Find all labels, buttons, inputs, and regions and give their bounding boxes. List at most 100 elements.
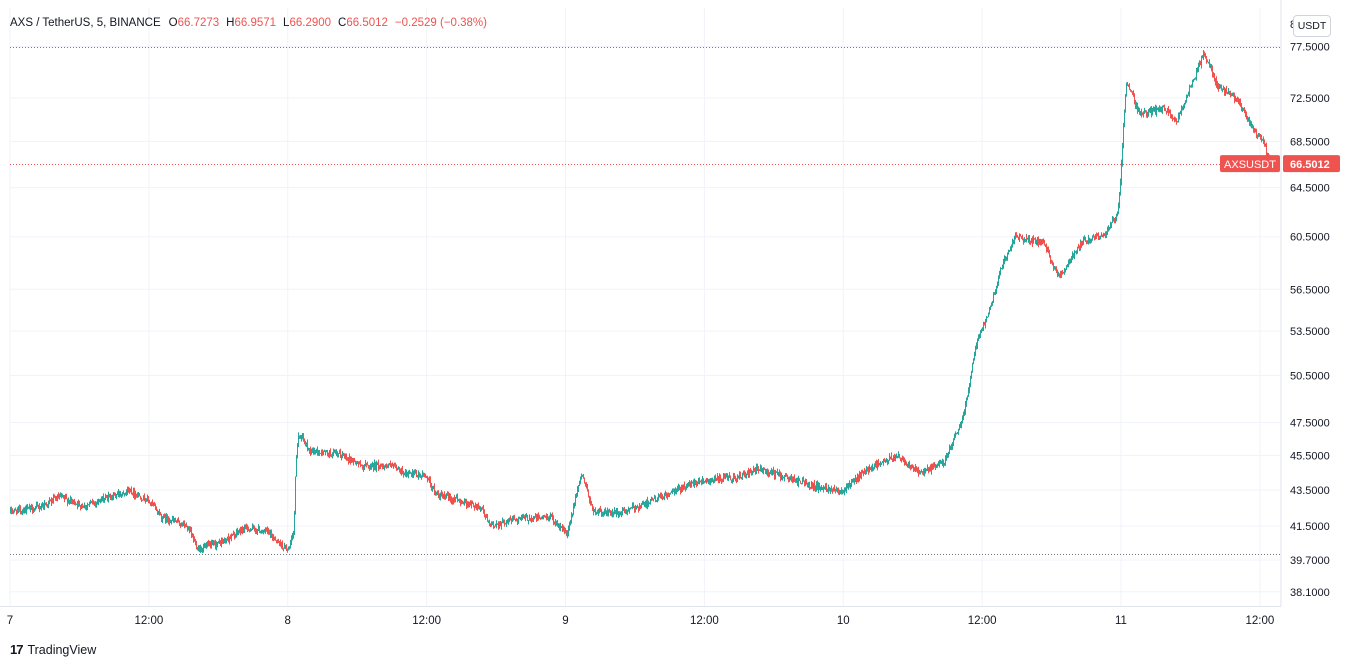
candle (207, 541, 208, 548)
candle (1042, 238, 1043, 245)
candle (185, 523, 186, 528)
candle-body (216, 543, 217, 547)
candle (123, 490, 124, 495)
candle-body (1122, 145, 1123, 164)
candle (1044, 239, 1045, 246)
candle (435, 490, 436, 496)
candle-body (291, 538, 292, 543)
candle-body (577, 489, 578, 494)
candle (1132, 91, 1133, 96)
candle (898, 451, 899, 458)
candle (920, 470, 921, 475)
candle (546, 513, 547, 521)
candle (1183, 104, 1184, 111)
candle-body (248, 529, 249, 532)
candle (968, 387, 969, 397)
tradingview-logo[interactable]: 17 TradingView (10, 642, 96, 657)
candle-body (1162, 108, 1163, 113)
candle-body (922, 471, 923, 473)
candle-body (1258, 134, 1259, 137)
currency-button[interactable]: USDT (1293, 15, 1331, 37)
candle-body (622, 510, 623, 515)
candle-body (1247, 118, 1248, 122)
candle-body (373, 463, 374, 469)
candle (810, 486, 811, 490)
candle (1143, 111, 1144, 118)
candle-body (563, 527, 564, 532)
candle (626, 509, 627, 515)
candle (1077, 246, 1078, 254)
candle (88, 504, 89, 506)
candle-body (909, 463, 910, 466)
candle (243, 527, 244, 534)
candle (175, 517, 176, 523)
candle (876, 459, 877, 469)
candle-body (338, 453, 339, 455)
candle (826, 482, 827, 493)
candle (216, 541, 217, 551)
candle-body (801, 483, 802, 485)
candle-body (1245, 111, 1246, 115)
candle (846, 483, 847, 494)
candle (19, 504, 20, 512)
candle (193, 533, 194, 543)
candle-body (1036, 242, 1037, 244)
candle (1003, 258, 1004, 269)
candle-body (84, 505, 85, 508)
candle-body (917, 470, 918, 473)
candle-body (996, 287, 997, 292)
candle (606, 510, 607, 517)
candle-body (580, 476, 581, 485)
candle (630, 507, 631, 510)
candle-body (678, 487, 679, 491)
candle-body (1238, 100, 1239, 104)
candle-body (74, 500, 75, 505)
candle (130, 488, 131, 493)
candle (244, 524, 245, 534)
candle-body (297, 443, 298, 456)
candle (811, 480, 812, 489)
candle (383, 463, 384, 470)
candle (404, 472, 405, 476)
candle (1095, 234, 1096, 240)
candle-body (443, 494, 444, 497)
candle (483, 504, 484, 514)
candle (571, 512, 572, 524)
candle (887, 459, 888, 466)
candle (393, 463, 394, 469)
candle-body (81, 505, 82, 508)
candle-body (424, 475, 425, 477)
candle (317, 446, 318, 456)
candle-body (104, 499, 105, 502)
candle-body (1160, 107, 1161, 110)
candle (591, 500, 592, 506)
candle (967, 395, 968, 401)
candle-body (760, 467, 761, 470)
axes: 77.500072.500068.500064.500060.500056.50… (0, 0, 1340, 627)
candle (138, 491, 139, 498)
candle (1069, 258, 1070, 265)
candle-body (570, 521, 571, 525)
candle-body (652, 498, 653, 501)
candle (339, 449, 340, 454)
candle (444, 491, 445, 500)
symbol-title[interactable]: AXS / TetherUS, 5, BINANCE (10, 17, 161, 29)
candle (441, 490, 442, 497)
candle-body (712, 480, 713, 482)
candle-body (955, 434, 956, 438)
candle-body (241, 528, 242, 534)
candle (1119, 191, 1120, 209)
candle (1026, 234, 1027, 240)
candle-body (719, 476, 720, 480)
candle-body (1197, 69, 1198, 72)
candle (850, 482, 851, 489)
candle (883, 458, 884, 466)
candle (960, 421, 961, 428)
candle (89, 501, 90, 507)
candle (58, 492, 59, 499)
candle-body (20, 508, 21, 512)
candle (426, 475, 427, 479)
candle (629, 508, 630, 514)
candle (671, 490, 672, 494)
